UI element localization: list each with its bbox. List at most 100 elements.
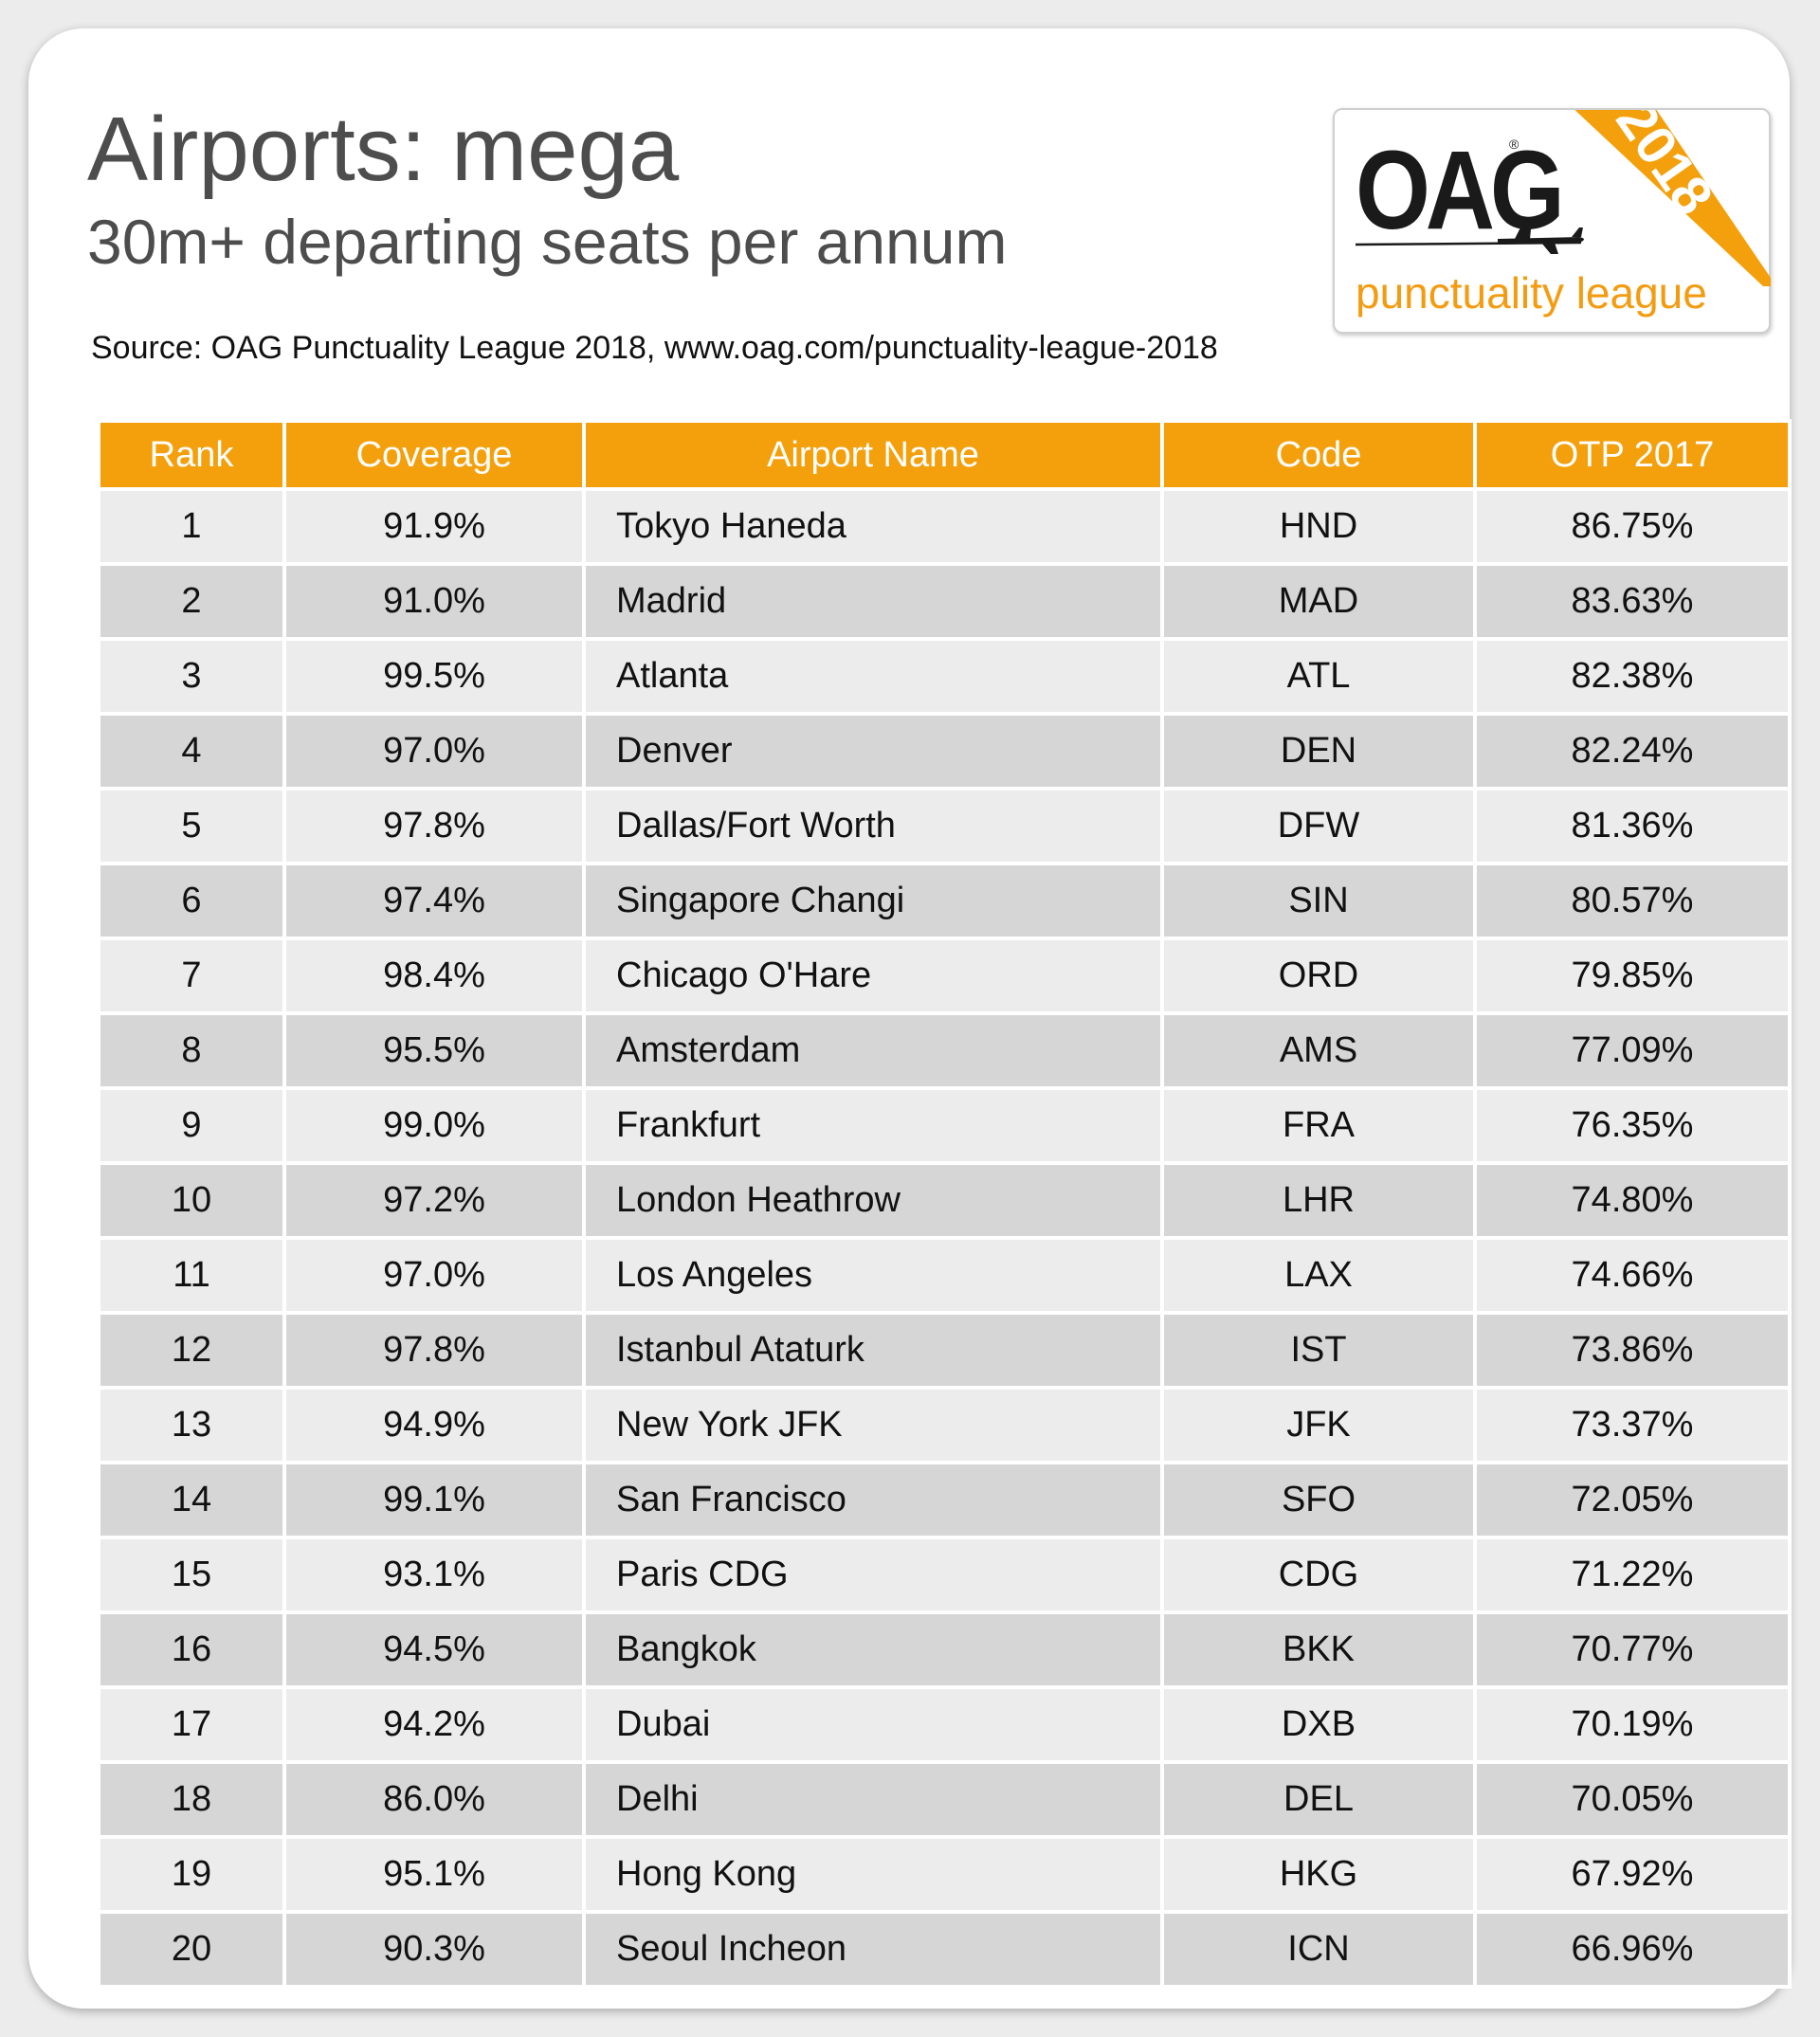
rank-cell: 16 (97, 1610, 286, 1689)
airport-name-cell: Bangkok (582, 1610, 1164, 1689)
rank-cell: 13 (97, 1386, 286, 1464)
coverage-cell: 97.8% (282, 787, 586, 865)
airport-name-cell: Frankfurt (582, 1086, 1164, 1165)
otp-cell: 71.22% (1473, 1536, 1792, 1614)
rank-cell: 1 (97, 487, 286, 566)
column-header-code: Code (1160, 419, 1477, 491)
otp-cell: 70.77% (1473, 1610, 1792, 1689)
otp-cell: 72.05% (1473, 1461, 1792, 1539)
airport-name-cell: Seoul Incheon (582, 1910, 1164, 1989)
code-cell: CDG (1160, 1536, 1477, 1614)
table-row: 1 91.9% Tokyo Haneda HND 86.75% (97, 487, 1792, 566)
table-row: 10 97.2% London Heathrow LHR 74.80% (97, 1161, 1792, 1240)
code-cell: DEN (1160, 712, 1477, 791)
rank-cell: 4 (97, 712, 286, 791)
table-row: 8 95.5% Amsterdam AMS 77.09% (97, 1011, 1792, 1090)
rank-cell: 6 (97, 862, 286, 940)
otp-cell: 66.96% (1473, 1910, 1792, 1989)
code-cell: HKG (1160, 1835, 1477, 1914)
table-row: 5 97.8% Dallas/Fort Worth DFW 81.36% (97, 787, 1792, 865)
code-cell: AMS (1160, 1011, 1477, 1090)
rank-cell: 14 (97, 1461, 286, 1539)
airport-name-cell: New York JFK (582, 1386, 1164, 1464)
coverage-cell: 94.2% (282, 1685, 586, 1764)
airplane-icon (1356, 220, 1584, 254)
airport-name-cell: Dubai (582, 1685, 1164, 1764)
rank-cell: 5 (97, 787, 286, 865)
code-cell: LHR (1160, 1161, 1477, 1240)
code-cell: LAX (1160, 1236, 1477, 1315)
rank-cell: 2 (97, 562, 286, 641)
otp-cell: 73.37% (1473, 1386, 1792, 1464)
otp-cell: 73.86% (1473, 1311, 1792, 1390)
source-note: Source: OAG Punctuality League 2018, www… (91, 330, 1218, 366)
otp-cell: 82.24% (1473, 712, 1792, 791)
coverage-cell: 97.2% (282, 1161, 586, 1240)
rank-cell: 20 (97, 1910, 286, 1989)
otp-cell: 81.36% (1473, 787, 1792, 865)
airport-name-cell: Dallas/Fort Worth (582, 787, 1164, 865)
coverage-cell: 91.9% (282, 487, 586, 566)
registered-mark: ® (1509, 136, 1520, 152)
coverage-cell: 97.4% (282, 862, 586, 940)
rank-cell: 8 (97, 1011, 286, 1090)
table-row: 14 99.1% San Francisco SFO 72.05% (97, 1461, 1792, 1539)
otp-cell: 80.57% (1473, 862, 1792, 940)
rank-cell: 7 (97, 937, 286, 1015)
coverage-cell: 90.3% (282, 1910, 586, 1989)
airport-name-cell: London Heathrow (582, 1161, 1164, 1240)
column-header-rank: Rank (97, 419, 286, 491)
coverage-cell: 94.5% (282, 1610, 586, 1689)
oag-logo: 2018 OAG ® punctuality league (1333, 108, 1771, 334)
rank-cell: 17 (97, 1685, 286, 1764)
code-cell: DEL (1160, 1760, 1477, 1839)
otp-cell: 76.35% (1473, 1086, 1792, 1165)
punctuality-table: Rank Coverage Airport Name Code OTP 2017… (97, 419, 1792, 1989)
table-row: 12 97.8% Istanbul Ataturk IST 73.86% (97, 1311, 1792, 1390)
page-title: Airports: mega (87, 99, 680, 200)
airport-name-cell: Atlanta (582, 637, 1164, 716)
airport-name-cell: Paris CDG (582, 1536, 1164, 1614)
otp-cell: 83.63% (1473, 562, 1792, 641)
otp-cell: 70.19% (1473, 1685, 1792, 1764)
coverage-cell: 95.5% (282, 1011, 586, 1090)
airport-name-cell: Amsterdam (582, 1011, 1164, 1090)
code-cell: BKK (1160, 1610, 1477, 1689)
table-row: 4 97.0% Denver DEN 82.24% (97, 712, 1792, 791)
airport-name-cell: Madrid (582, 562, 1164, 641)
coverage-cell: 94.9% (282, 1386, 586, 1464)
airport-name-cell: Hong Kong (582, 1835, 1164, 1914)
table-row: 20 90.3% Seoul Incheon ICN 66.96% (97, 1910, 1792, 1989)
code-cell: DXB (1160, 1685, 1477, 1764)
year-banner-shape (1574, 110, 1771, 286)
code-cell: SFO (1160, 1461, 1477, 1539)
column-header-coverage: Coverage (282, 419, 586, 491)
otp-cell: 82.38% (1473, 637, 1792, 716)
otp-cell: 67.92% (1473, 1835, 1792, 1914)
airport-name-cell: Denver (582, 712, 1164, 791)
rank-cell: 15 (97, 1536, 286, 1614)
airport-name-cell: Los Angeles (582, 1236, 1164, 1315)
table-row: 3 99.5% Atlanta ATL 82.38% (97, 637, 1792, 716)
year-banner: 2018 (1574, 110, 1771, 286)
code-cell: ICN (1160, 1910, 1477, 1989)
coverage-cell: 99.5% (282, 637, 586, 716)
otp-cell: 74.80% (1473, 1161, 1792, 1240)
table-row: 19 95.1% Hong Kong HKG 67.92% (97, 1835, 1792, 1914)
table-row: 17 94.2% Dubai DXB 70.19% (97, 1685, 1792, 1764)
airport-name-cell: Chicago O'Hare (582, 937, 1164, 1015)
code-cell: HND (1160, 487, 1477, 566)
coverage-cell: 99.0% (282, 1086, 586, 1165)
page-subtitle: 30m+ departing seats per annum (87, 207, 1008, 277)
code-cell: JFK (1160, 1386, 1477, 1464)
coverage-cell: 99.1% (282, 1461, 586, 1539)
table-row: 15 93.1% Paris CDG CDG 71.22% (97, 1536, 1792, 1614)
coverage-cell: 97.8% (282, 1311, 586, 1390)
rank-cell: 9 (97, 1086, 286, 1165)
rank-cell: 3 (97, 637, 286, 716)
coverage-cell: 98.4% (282, 937, 586, 1015)
code-cell: IST (1160, 1311, 1477, 1390)
table-header-row: Rank Coverage Airport Name Code OTP 2017 (97, 419, 1792, 491)
coverage-cell: 97.0% (282, 712, 586, 791)
coverage-cell: 86.0% (282, 1760, 586, 1839)
